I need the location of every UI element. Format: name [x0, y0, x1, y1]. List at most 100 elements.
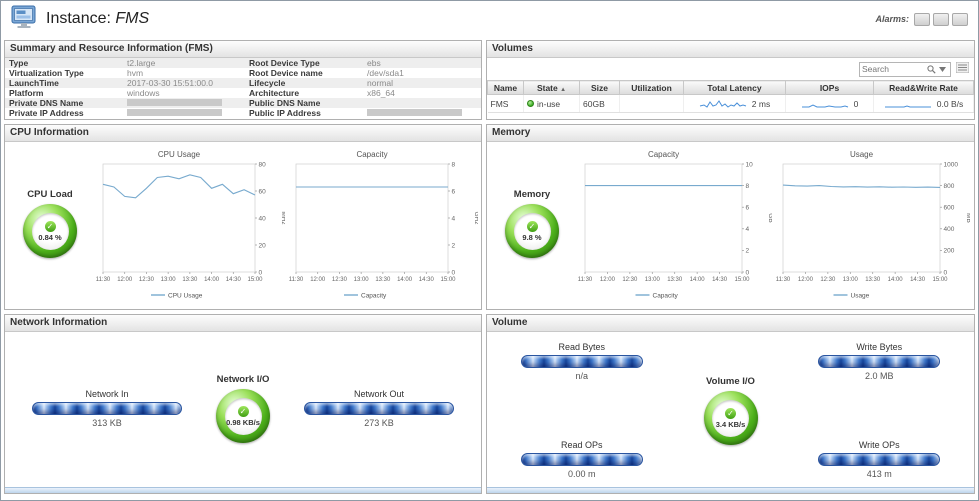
write-ops-flowbar[interactable] [818, 453, 941, 466]
volume-rw-rate-cell[interactable]: 0.0 B/s [873, 94, 974, 113]
memory-capacity-chart[interactable]: Capacity 0 2 4 6 8 10 GB 11:30 12:00 12:30 13:00 13:… [577, 148, 772, 300]
horizontal-scrollbar[interactable] [5, 487, 481, 493]
read-ops-flowbar[interactable] [520, 453, 643, 466]
alarm-badge-fatal[interactable] [914, 12, 930, 26]
summary-key: Root Device Type [249, 57, 320, 68]
summary-row: LaunchTime 2017-03-30 15:51:00.0 Lifecyc… [5, 78, 481, 88]
svg-text:15:00: 15:00 [734, 277, 750, 283]
volume-utilization-cell [619, 94, 684, 113]
volume-panel-title: Volume [487, 315, 974, 332]
svg-text:0: 0 [745, 269, 749, 276]
col-header-name[interactable]: Name [487, 80, 524, 95]
write-bytes-label: Write Bytes [856, 342, 903, 352]
search-icon[interactable] [926, 64, 937, 75]
volumes-table-header-row: Name State ▲ Size Utilization Total Late… [487, 80, 974, 95]
svg-text:1000: 1000 [944, 161, 959, 168]
write-ops-label: Write OPs [858, 440, 900, 450]
col-header-read-write-rate[interactable]: Read&Write Rate [873, 80, 974, 95]
svg-text:80: 80 [258, 161, 266, 168]
summary-value: /dev/sda1 [367, 67, 404, 78]
svg-text:CPU Usage: CPU Usage [168, 292, 203, 299]
table-customizer-icon[interactable] [955, 60, 970, 78]
horizontal-scrollbar[interactable] [487, 487, 974, 493]
memory-value: 9.8 % [522, 232, 542, 242]
col-header-size[interactable]: Size [579, 80, 620, 95]
summary-row: Type t2.large Root Device Type ebs [5, 58, 481, 68]
cpu-panel: CPU Information CPU Load ✓ 0.84 % [4, 124, 482, 310]
svg-text:2: 2 [451, 242, 455, 249]
search-dropdown-caret-icon[interactable] [937, 64, 948, 75]
rw-rate-sparkline [884, 105, 931, 108]
volume-io-gauge[interactable]: ✓ 3.4 KB/s [703, 391, 758, 445]
write-bytes-flowbar[interactable] [818, 355, 941, 368]
summary-row: Private DNS Name Public DNS Name [5, 98, 481, 108]
svg-text:6: 6 [451, 188, 455, 195]
cpu-capacity-chart[interactable]: Capacity 0 2 4 6 8 GHz 11:30 12:00 12:30 13:00 13:3… [288, 148, 478, 300]
col-header-total-latency[interactable]: Total Latency [683, 80, 786, 95]
status-ok-icon: ✓ [237, 405, 249, 417]
volume-latency-cell[interactable]: 2 ms [683, 94, 786, 113]
svg-text:800: 800 [944, 182, 955, 189]
memory-usage-chart[interactable]: Usage 0 200 400 600 800 1000 MB 11:30 12:00 12:30 1… [775, 148, 970, 300]
svg-text:14:00: 14:00 [689, 277, 705, 283]
cpu-usage-chart[interactable]: CPU Usage 0 20 40 60 80 MHz 11:30 12:00 12:30 13:0… [95, 148, 285, 300]
volumes-toolbar [487, 58, 974, 80]
write-bytes-value: 2.0 MB [864, 371, 894, 381]
volume-iops-cell[interactable]: 0 [785, 94, 874, 113]
svg-text:13:00: 13:00 [843, 277, 859, 283]
svg-text:13:30: 13:30 [182, 277, 198, 283]
svg-text:14:30: 14:30 [712, 277, 728, 283]
alarms-area: Alarms: [875, 12, 968, 26]
cpu-panel-title: CPU Information [5, 125, 481, 142]
app-header: Instance: FMS Alarms: [1, 1, 978, 37]
network-panel-title: Network Information [5, 315, 481, 332]
memory-panel-title: Memory [487, 125, 974, 142]
network-io-gauge[interactable]: ✓ 0.98 KB/s [216, 389, 270, 443]
summary-value: ebs [367, 57, 381, 68]
read-bytes-label: Read Bytes [558, 342, 606, 352]
svg-text:13:30: 13:30 [375, 277, 391, 283]
col-header-state[interactable]: State ▲ [523, 80, 580, 95]
volumes-panel-title: Volumes [487, 41, 974, 58]
svg-text:12:00: 12:00 [310, 277, 326, 283]
volume-name-cell[interactable]: FMS [487, 94, 524, 113]
summary-row: Virtualization Type hvm Root Device name… [5, 68, 481, 78]
status-ok-icon: ✓ [526, 220, 538, 232]
volume-table-row[interactable]: FMS in-use 60GB 2 ms [487, 94, 974, 113]
read-bytes-block: Read Bytes n/a [520, 342, 643, 381]
summary-row: Private IP Address Public IP Address [5, 108, 481, 118]
dashboard-grid: Summary and Resource Information (FMS) T… [1, 37, 978, 500]
svg-text:14:30: 14:30 [910, 277, 926, 283]
search-input[interactable] [862, 64, 926, 74]
svg-text:11:30: 11:30 [776, 277, 791, 283]
svg-text:0: 0 [451, 269, 455, 276]
svg-text:MHz: MHz [280, 211, 285, 224]
summary-value-redacted [367, 108, 477, 118]
cpu-load-value: 0.84 % [38, 232, 62, 242]
summary-value: 2017-03-30 15:51:00.0 [127, 77, 214, 88]
summary-value: normal [367, 77, 393, 88]
col-header-iops[interactable]: IOPs [785, 80, 874, 95]
memory-gauge[interactable]: ✓ 9.8 % [505, 204, 559, 258]
svg-text:CPU Usage: CPU Usage [157, 150, 200, 159]
network-in-flowbar[interactable] [32, 402, 182, 415]
volumes-panel: Volumes [486, 40, 975, 120]
alarm-badge-critical[interactable] [933, 12, 949, 26]
alarm-badge-warning[interactable] [952, 12, 968, 26]
memory-panel: Memory Memory ✓ 9.8 % Capacity 0 2 4 6 [486, 124, 975, 310]
summary-value: hvm [127, 67, 144, 78]
summary-value-redacted [127, 98, 249, 108]
volume-size-cell: 60GB [579, 94, 620, 113]
volumes-searchbox[interactable] [859, 61, 951, 77]
write-bytes-block: Write Bytes 2.0 MB [818, 342, 941, 381]
svg-text:4: 4 [451, 215, 455, 222]
network-out-flowbar[interactable] [304, 402, 454, 415]
cpu-load-gauge[interactable]: ✓ 0.84 % [23, 204, 77, 258]
col-header-utilization[interactable]: Utilization [619, 80, 684, 95]
svg-text:60: 60 [258, 188, 266, 195]
svg-text:Capacity: Capacity [648, 150, 679, 159]
read-bytes-value: n/a [575, 371, 588, 381]
sort-asc-icon: ▲ [560, 86, 567, 93]
read-bytes-flowbar[interactable] [520, 355, 643, 368]
